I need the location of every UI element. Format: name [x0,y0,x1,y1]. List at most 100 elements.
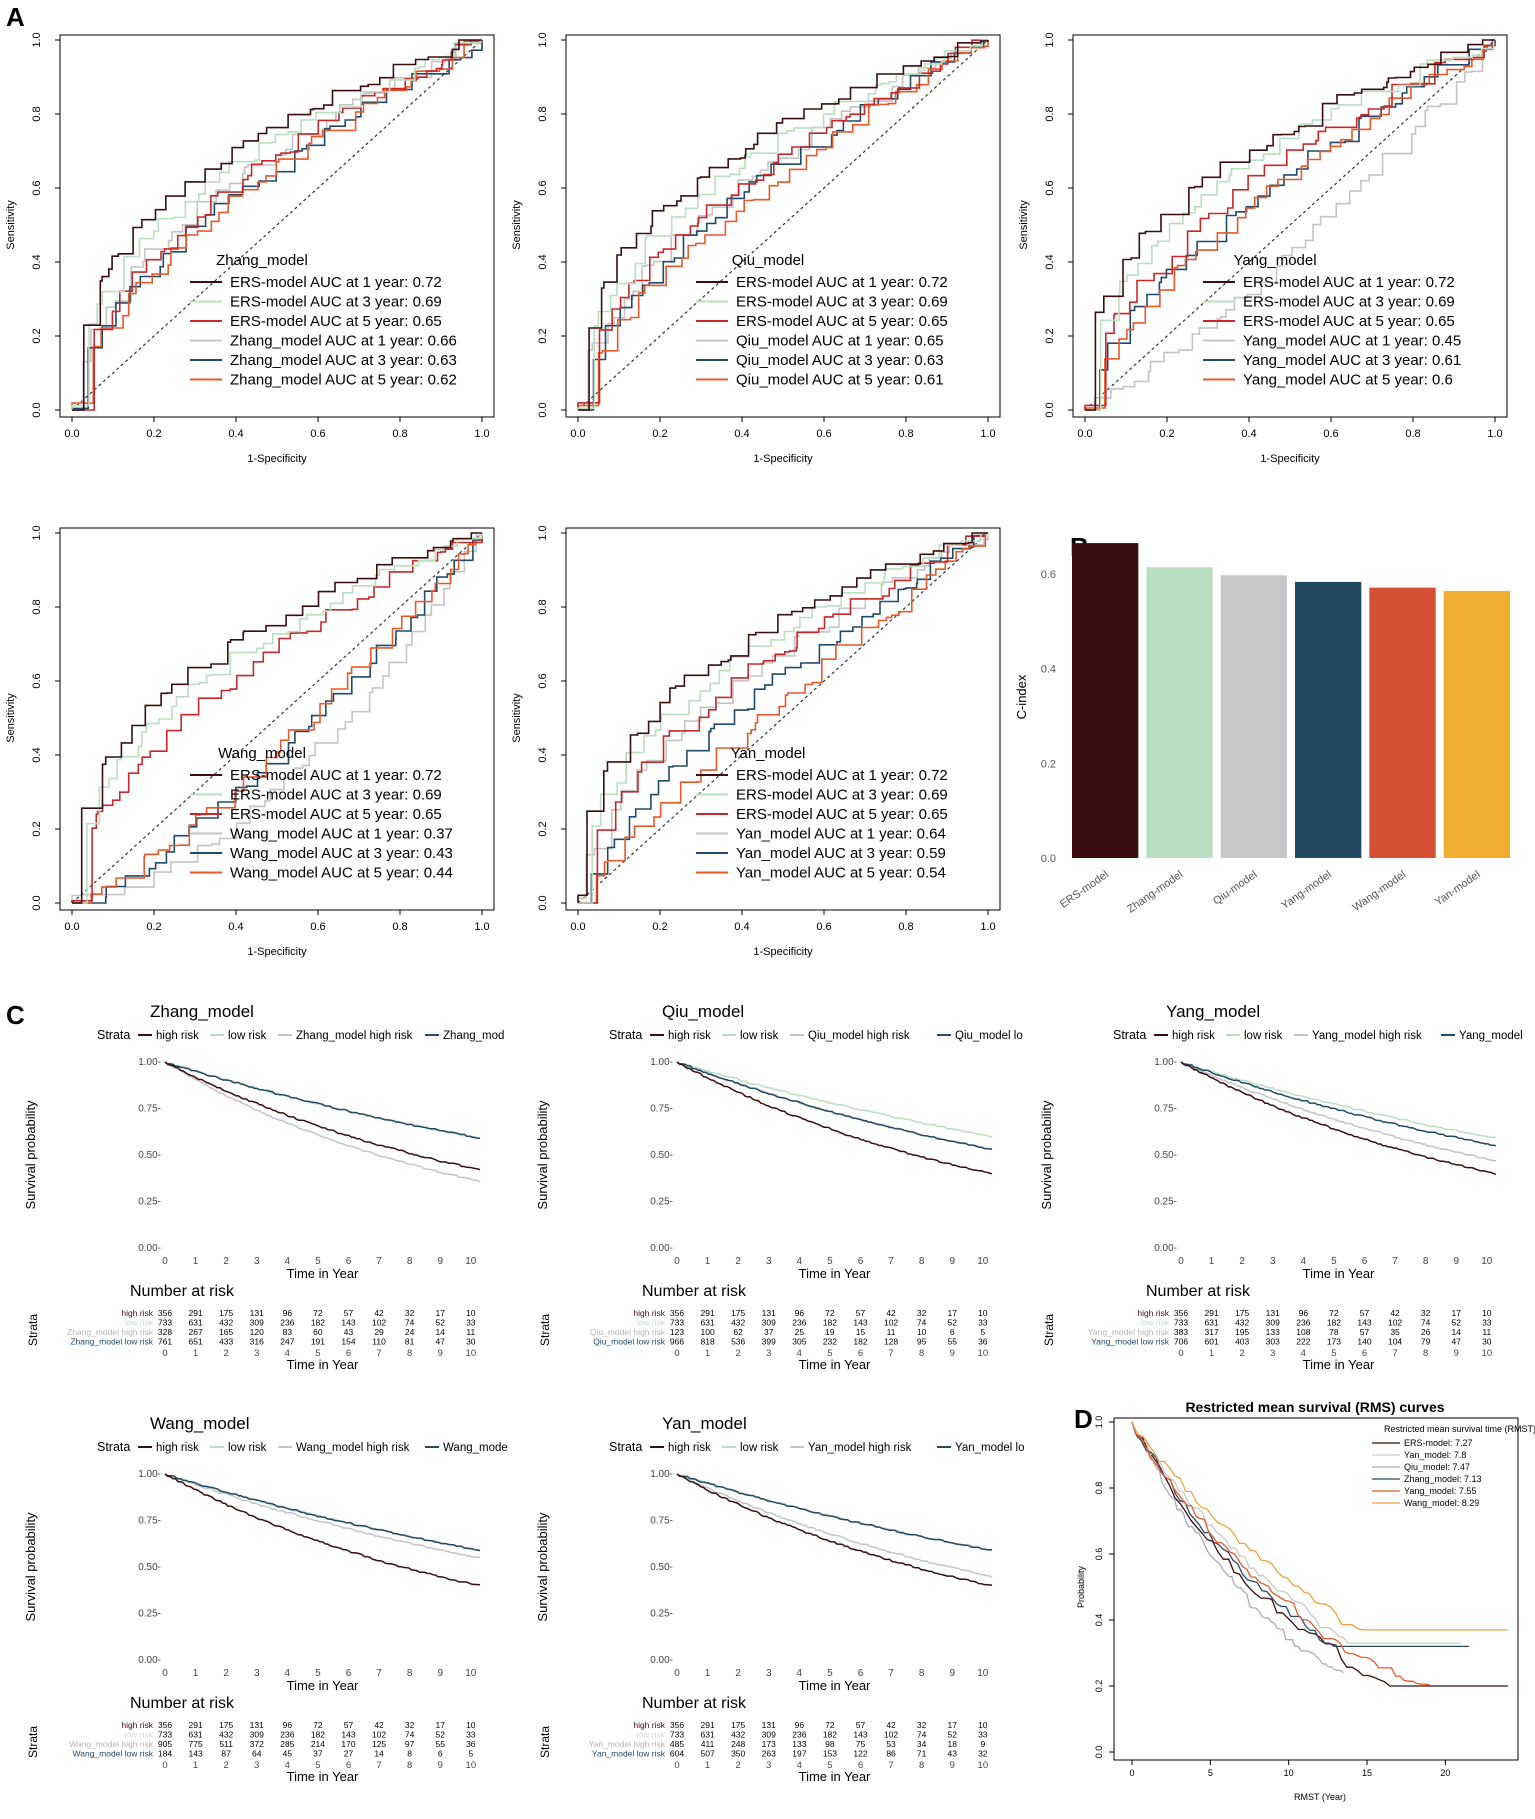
risk-count: 356 [158,1308,172,1318]
risk-count: 53 [886,1739,896,1749]
legend-entry: Zhang_model AUC at 5 year: 0.62 [230,372,457,389]
risk-count: 14 [436,1327,446,1337]
risk-x-tick-label: 8 [919,1760,924,1771]
risk-count: 383 [1174,1327,1188,1337]
risk-count: 631 [188,1318,202,1328]
legend-entry: ERS-model AUC at 5 year: 0.65 [736,313,948,330]
x-tick-label: 10 [465,1668,477,1679]
panel-label-d: D [1074,1404,1093,1434]
risk-count: 5 [468,1749,473,1759]
km-curve-series-1 [164,1061,481,1140]
y-tick-label: 1.0 [1094,1416,1104,1429]
y-tick-label: 0.0 [1094,1746,1104,1759]
x-tick-label: 1.0 [474,921,489,933]
risk-count: 74 [1421,1318,1431,1328]
y-axis-label: Survival probability [1039,1100,1054,1210]
y-tick-label: 1.0 [537,525,549,540]
risk-table-title: Number at risk [642,1283,747,1300]
risk-count: 328 [158,1327,172,1337]
roc-plot-frame [565,34,1001,418]
risk-x-tick-label: 0 [674,1348,679,1359]
legend-entry: Yan_model: 7.8 [1404,1450,1466,1460]
legend-entry: Yang_model: 7.55 [1404,1486,1476,1496]
y-tick-label: 0.00- [650,1243,673,1254]
risk-strata-label: Strata [538,1726,552,1758]
risk-count: 182 [823,1730,837,1740]
risk-count: 32 [917,1308,927,1318]
risk-count: 30 [466,1337,476,1347]
risk-count: 411 [701,1739,715,1749]
legend-title: Yan_model [731,745,806,762]
y-tick-label: 1.00- [138,1057,161,1068]
risk-count: 350 [731,1749,745,1759]
risk-count: 511 [219,1739,233,1749]
rms-legend-title: Restricted mean survival time (RMST) [1384,1424,1535,1434]
risk-x-tick-label: 0 [674,1760,679,1771]
risk-strata-label: Strata [538,1314,552,1346]
risk-count: 432 [731,1730,745,1740]
risk-count: 36 [978,1337,988,1347]
legend-entry: Yang_model AUC at 1 year: 0.45 [1243,333,1461,350]
y-tick-label: 0.4 [31,254,43,269]
risk-count: 55 [436,1739,446,1749]
risk-count: 52 [436,1318,446,1328]
roc-curve-series-1 [1085,39,1495,411]
risk-count: 6 [950,1327,955,1337]
legend-title: Qiu_model [732,252,805,269]
legend-entry: Zhang_model AUC at 3 year: 0.63 [230,352,457,369]
x-axis-label: 1-Specificity [247,946,307,958]
risk-x-tick-label: 5 [1331,1348,1336,1359]
x-tick-label: 7 [376,1256,382,1267]
y-tick-label: 0.8 [1044,106,1056,121]
x-tick-label: 8 [919,1668,925,1679]
risk-count: 86 [886,1749,896,1759]
x-tick-label: 4 [797,1668,803,1679]
risk-count: 32 [917,1720,927,1730]
rms-curve-series-5 [1131,1421,1508,1631]
x-tick-label: 8 [919,1256,925,1267]
risk-count: 27 [344,1749,354,1759]
y-tick-label: 0.2 [1041,758,1056,770]
risk-count: 42 [374,1308,384,1318]
risk-count: 214 [311,1739,325,1749]
x-axis-label: Time in Year [799,1266,871,1281]
risk-x-tick-label: 7 [1392,1348,1397,1359]
y-tick-label: 0.8 [1094,1482,1104,1495]
y-tick-label: 0.4 [1044,254,1056,269]
legend-entry: Yang_model [1459,1030,1523,1042]
risk-count: 37 [764,1327,774,1337]
y-axis-label: Survival probability [535,1512,550,1622]
risk-count: 631 [188,1730,202,1740]
risk-count: 11 [1482,1327,1491,1337]
km-curve-series-3 [1180,1061,1497,1147]
x-tick-label: 0.4 [228,428,243,440]
risk-count: 32 [405,1308,415,1318]
x-tick-label: 0.2 [652,428,667,440]
risk-count: 57 [344,1720,354,1730]
risk-count: 81 [405,1337,415,1347]
y-tick-label: 0.4 [537,747,549,762]
risk-count: 356 [670,1308,684,1318]
risk-x-tick-label: 4 [797,1348,802,1359]
reference-diagonal [577,39,989,411]
risk-count: 43 [344,1327,354,1337]
legend-entry: high risk [156,1030,199,1042]
risk-count: 775 [188,1739,202,1749]
x-tick-label: 3 [766,1256,772,1267]
risk-count: 37 [313,1749,323,1759]
risk-row-label: Yang_model low risk [1091,1337,1170,1347]
risk-count: 42 [374,1720,384,1730]
x-tick-label: 2 [735,1256,741,1267]
risk-x-axis-label: Time in Year [799,1769,871,1784]
x-tick-label: 0.6 [310,921,325,933]
x-tick-label: 5 [315,1256,321,1267]
risk-count: 45 [283,1749,293,1759]
risk-count: 57 [856,1308,866,1318]
legend-entry: ERS-model AUC at 3 year: 0.69 [736,294,948,311]
risk-x-tick-label: 10 [466,1760,477,1771]
roc-curve-series-1 [578,532,989,904]
risk-count: 87 [221,1749,231,1759]
risk-x-tick-label: 10 [1482,1348,1493,1359]
risk-count: 131 [1266,1308,1280,1318]
